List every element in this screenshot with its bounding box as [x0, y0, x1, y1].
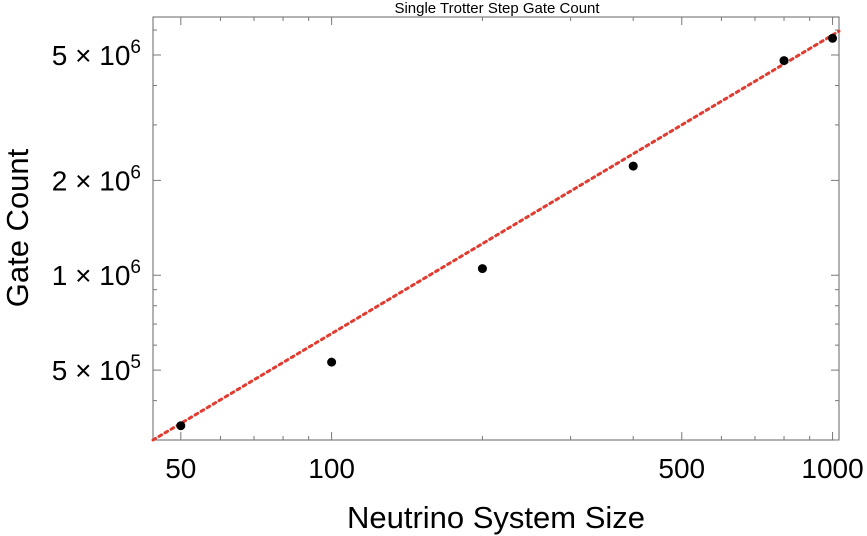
data-point [477, 264, 487, 274]
data-point [176, 421, 186, 431]
x-tick-label: 50 [165, 453, 196, 484]
y-tick-label: 2 × 106 [52, 162, 141, 196]
data-point [828, 33, 838, 43]
x-tick-label: 100 [308, 453, 355, 484]
axis-ticks [153, 17, 839, 441]
y-tick-label: 5 × 105 [52, 352, 141, 386]
fit-line-group [151, 29, 841, 442]
x-axis-title: Neutrino System Size [347, 500, 645, 535]
y-tick-label: 5 × 106 [52, 37, 141, 71]
x-tick-label: 1000 [801, 453, 863, 484]
y-tick-labels: 5 × 105 1 × 106 2 × 106 5 × 106 [52, 37, 141, 386]
x-tick-labels: 50 100 500 1000 [165, 453, 863, 484]
y-axis-title: Gate Count [0, 148, 35, 307]
y-tick-label: 1 × 106 [52, 257, 141, 291]
chart-title: Single Trotter Step Gate Count [394, 0, 600, 17]
data-point [327, 357, 337, 367]
data-point [628, 161, 638, 171]
x-tick-label: 500 [658, 453, 705, 484]
data-points [176, 33, 838, 431]
data-point [779, 56, 789, 66]
plot-frame [152, 16, 840, 441]
fit-line [151, 29, 841, 442]
